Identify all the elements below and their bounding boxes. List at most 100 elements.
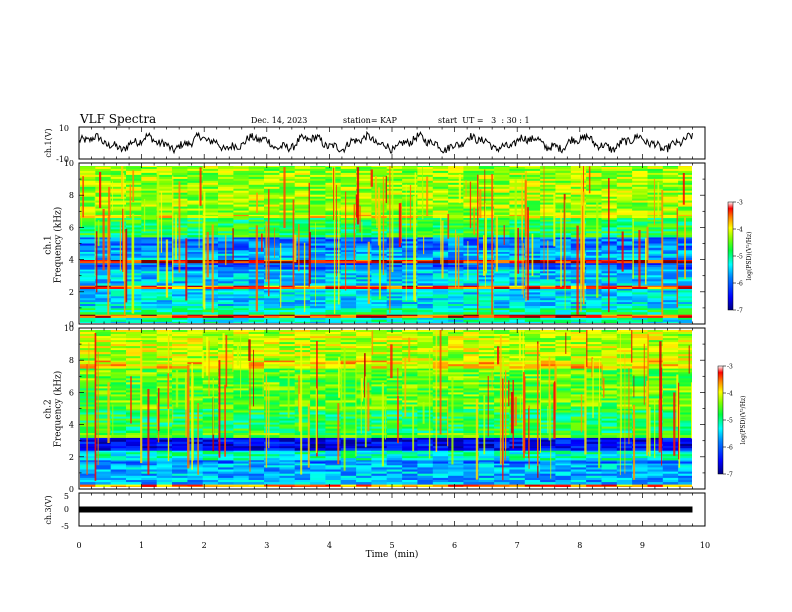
spectrogram-cell xyxy=(110,259,127,262)
spectrogram-cell xyxy=(310,314,326,317)
spectrogram-cell xyxy=(80,443,96,447)
spectrogram-cell xyxy=(555,439,572,443)
spectrogram-cell xyxy=(340,166,357,168)
spectrogram-cell xyxy=(417,239,434,242)
spectrogram-cell xyxy=(172,456,188,459)
spectrogram-cell xyxy=(662,204,679,207)
spectrogram-cell xyxy=(218,221,234,224)
spectrogram-cell xyxy=(218,186,234,190)
spectrogram-cell xyxy=(402,454,418,457)
spectrogram-cell xyxy=(110,319,127,323)
spectrogram-cell xyxy=(524,285,541,288)
spectrogram-cell xyxy=(616,269,633,272)
spectrogram-cell xyxy=(110,251,127,255)
spectrogram-cell xyxy=(310,196,326,200)
spectrogram-cell xyxy=(218,174,234,178)
spectrogram-cell xyxy=(555,210,572,213)
spectrogram-cell xyxy=(340,410,357,413)
spectrogram-cell xyxy=(494,265,510,268)
spectrogram-cell xyxy=(187,450,204,453)
spectrogram-cell xyxy=(294,437,311,440)
spectrogram-cell xyxy=(386,458,403,461)
spectrogram-cell xyxy=(233,288,250,291)
spectrogram-cell xyxy=(202,307,219,311)
spectrogram-cell xyxy=(340,255,357,258)
spectrogram-cell xyxy=(417,416,434,419)
spectrogram-cell xyxy=(632,216,648,219)
spectrogram-cell xyxy=(95,306,112,309)
spectrogram-cell xyxy=(647,257,664,260)
spectrogram-cell xyxy=(202,255,219,258)
spectrogram-cell xyxy=(601,443,618,447)
spectrogram-cell xyxy=(202,239,219,242)
spectrogram-cell xyxy=(356,229,372,232)
spectrogram-cell xyxy=(264,443,280,447)
spectrogram-cell xyxy=(95,304,112,307)
spectrogram-cell xyxy=(126,441,142,445)
spectrogram-cell xyxy=(463,190,480,194)
spectrogram-cell xyxy=(463,167,480,170)
spectrogram-cell xyxy=(126,416,142,419)
spectrogram-cell xyxy=(494,467,510,470)
spectrogram-cell xyxy=(218,285,234,288)
spectrogram-cell xyxy=(494,249,510,253)
spectrogram-cell xyxy=(448,290,464,293)
spectrogram-cell xyxy=(448,182,464,186)
spectrogram-cell xyxy=(432,460,449,462)
spectrogram-cell xyxy=(524,204,541,207)
spectrogram-cell xyxy=(570,212,587,215)
spectrogram-cell xyxy=(95,443,112,447)
spectrogram-cell xyxy=(662,206,679,209)
spectrogram-cell xyxy=(601,454,618,457)
spectrogram-cell xyxy=(678,196,692,200)
spectrogram-cell xyxy=(340,275,357,278)
spectrogram-cell xyxy=(616,300,633,303)
spectrogram-burst xyxy=(274,227,275,258)
spectrogram-cell xyxy=(187,304,204,307)
spectrogram-cell xyxy=(647,243,664,246)
spectrogram-cell xyxy=(524,467,541,470)
spectrogram-cell xyxy=(279,212,296,215)
spectrogram-cell xyxy=(141,304,158,307)
spectrogram-cell xyxy=(616,198,633,202)
spectrogram-cell xyxy=(156,190,173,194)
spectrogram-cell xyxy=(294,448,311,451)
spectrogram-cell xyxy=(233,285,250,288)
spectrogram-cell xyxy=(417,467,434,470)
spectrogram-cell xyxy=(356,194,372,198)
spectrogram-cell xyxy=(371,414,388,417)
spectrogram-cell xyxy=(172,176,188,180)
spectrogram-cell xyxy=(294,245,311,249)
spectrogram-cell xyxy=(279,227,296,230)
spectrogram-cell xyxy=(647,446,664,449)
spectrogram-cell xyxy=(310,176,326,180)
spectrogram-cell xyxy=(478,166,495,168)
spectrogram-cell xyxy=(371,167,388,170)
spectrogram-cell xyxy=(218,463,234,466)
spectrogram-cell xyxy=(662,467,679,470)
spectrogram-cell xyxy=(616,180,633,184)
spectrogram-cell xyxy=(524,229,541,232)
spectrogram-cell xyxy=(662,267,679,270)
spectrogram-burst xyxy=(303,242,306,312)
spectrogram-cell xyxy=(386,225,403,228)
spectrogram-cell xyxy=(448,188,464,192)
spectrogram-cell xyxy=(494,463,510,466)
spectrogram-cell xyxy=(386,310,403,313)
spectrogram-cell xyxy=(463,300,480,303)
spectrogram-cell xyxy=(662,410,679,413)
spectrogram-cell xyxy=(310,432,326,436)
spectrogram-cell xyxy=(524,292,541,295)
spectrogram-cell xyxy=(356,178,372,182)
spectrogram-cell xyxy=(463,475,480,479)
spectrogram-cell xyxy=(80,210,96,213)
spectrogram-cell xyxy=(616,204,633,207)
spectrogram-cell xyxy=(310,217,326,220)
spectrogram-cell xyxy=(662,314,679,317)
spectrogram-cell xyxy=(156,237,173,240)
spectrogram-cell xyxy=(279,441,296,445)
spectrogram-cell xyxy=(601,469,618,472)
spectrogram-cell xyxy=(325,443,342,447)
spectrogram-cell xyxy=(555,452,572,455)
